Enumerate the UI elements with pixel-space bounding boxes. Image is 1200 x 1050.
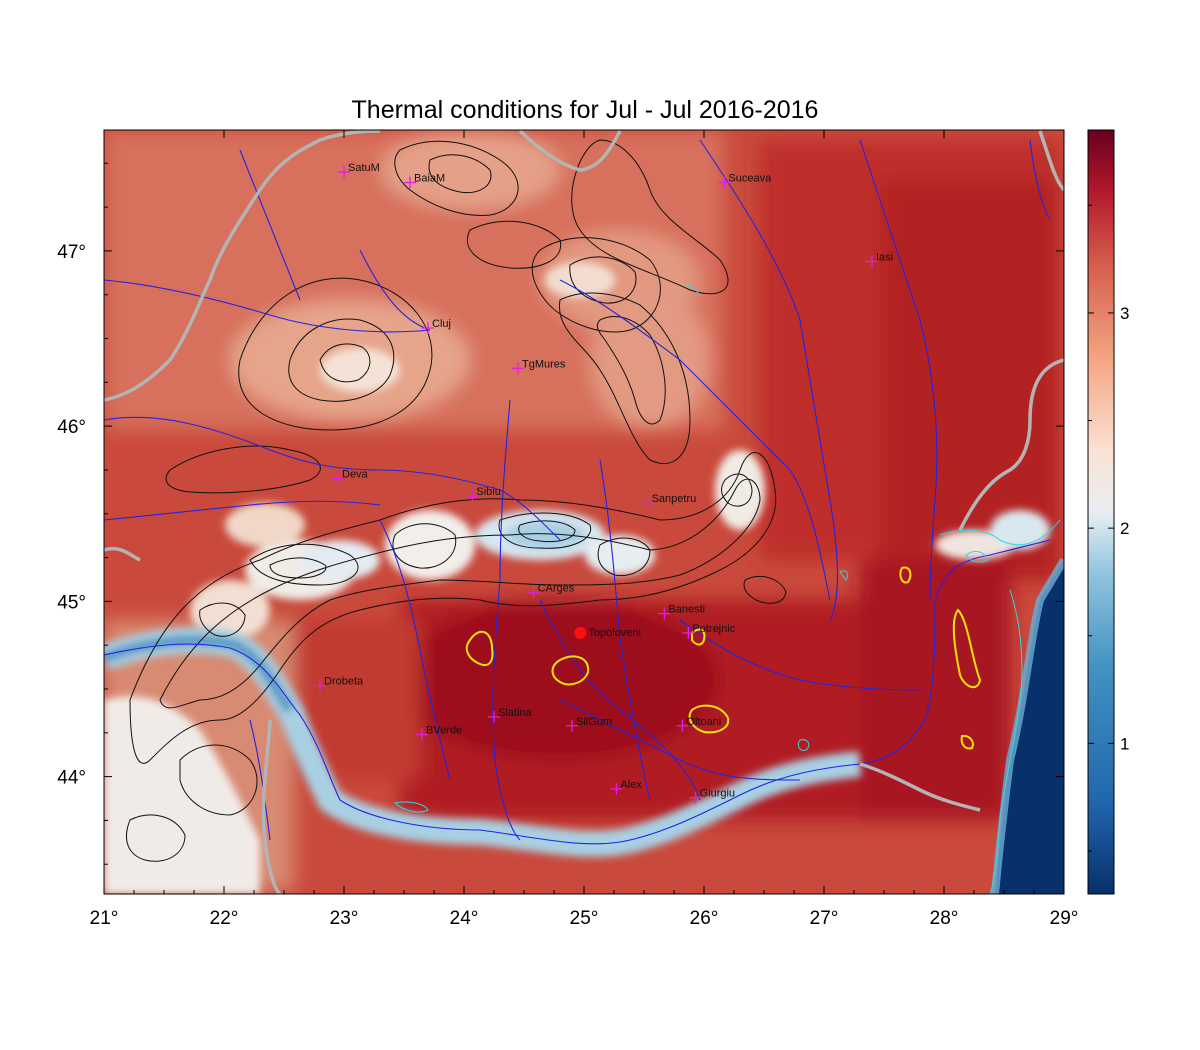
city-sibiu: Sibiu <box>466 486 501 503</box>
colorbar: 1 2 3 <box>1087 129 1129 895</box>
lat-tick-label: 45° <box>57 592 86 613</box>
highlight-dot <box>574 626 587 639</box>
city-label: Iasi <box>876 251 893 263</box>
lat-tick-label: 47° <box>57 242 86 263</box>
colorbar-gradient <box>1087 129 1115 895</box>
city-marker-icon <box>466 490 479 503</box>
mountain-cold-zone <box>190 262 765 640</box>
city-suceava: Suceava <box>718 173 772 189</box>
city-label: Suceava <box>728 173 772 185</box>
city-alex: Alex <box>610 779 642 795</box>
lon-tick-label: 26° <box>690 908 719 929</box>
city-markers: SatuM BaiaM Suceava Iasi Cluj TgMures Deva Sibi… <box>314 162 893 804</box>
city-carges: CArges <box>527 583 575 599</box>
city-label: Giurgiu <box>700 788 735 800</box>
city-marker-icon <box>610 782 623 795</box>
city-slatina: Slatina <box>488 707 533 724</box>
city-marker-icon <box>332 472 344 485</box>
city-label: Cluj <box>432 318 451 330</box>
city-iasi: Iasi <box>866 251 893 268</box>
city-marker-icon <box>488 711 500 724</box>
axis-ticks: 21° 22° 23° 24° 25° 26° 27° 28° 29° 44° 45° 46° 47° <box>57 130 1078 929</box>
city-bverde: BVerde <box>416 725 462 741</box>
city-potrejnic: Potrejnic <box>682 623 736 639</box>
hot-contours <box>465 566 982 750</box>
country-borders <box>104 130 1064 894</box>
lat-tick-label: 44° <box>57 768 86 789</box>
city-marker-icon <box>512 362 524 375</box>
highlight-label: Topoloveni <box>588 627 641 639</box>
city-oltoani: Oltoani <box>676 716 721 732</box>
colorbar-tick-label: 1 <box>1120 734 1129 753</box>
city-sanpetru: Sanpetru <box>641 493 697 510</box>
city-banesti: Banesti <box>658 604 705 620</box>
city-cluj: Cluj <box>422 318 451 335</box>
city-marker-icon <box>641 497 654 510</box>
thermal-map: SatuM BaiaM Suceava Iasi Cluj TgMures Deva Sibi… <box>104 130 1064 894</box>
lon-tick-label: 22° <box>210 908 239 929</box>
lon-tick-label: 27° <box>810 908 839 929</box>
colorbar-ticks: 1 2 3 <box>1088 204 1129 852</box>
city-drobeta: Drobeta <box>314 675 364 692</box>
city-label: Alex <box>620 779 642 791</box>
lon-tick-label: 25° <box>570 908 599 929</box>
city-label: BVerde <box>426 725 462 737</box>
city-satum: SatuM <box>338 162 380 179</box>
city-label: SilGum <box>576 716 612 728</box>
city-label: Sibiu <box>476 486 500 498</box>
city-marker-icon <box>404 176 416 189</box>
lat-tick-label: 46° <box>57 417 86 438</box>
lon-tick-label: 23° <box>330 908 359 929</box>
chart-title: Thermal conditions for Jul - Jul 2016-20… <box>352 96 819 124</box>
city-deva: Deva <box>332 469 369 485</box>
black-sea <box>995 560 1064 894</box>
city-baiam: BaiaM <box>404 173 445 189</box>
city-label: TgMures <box>522 358 566 370</box>
city-label: BaiaM <box>414 173 445 185</box>
lon-tick-label: 29° <box>1050 908 1079 929</box>
cold-contours <box>393 285 1061 894</box>
rivers <box>104 139 1051 845</box>
city-marker-icon <box>527 586 540 599</box>
lon-tick-label: 21° <box>90 908 119 929</box>
city-marker-icon <box>416 728 428 741</box>
city-tgmures: TgMures <box>512 358 566 375</box>
city-marker-icon <box>422 322 434 335</box>
city-silgum: SilGum <box>566 716 612 732</box>
city-marker-icon <box>718 176 731 189</box>
lon-tick-label: 24° <box>450 908 479 929</box>
city-label: Deva <box>342 469 369 481</box>
city-label: Oltoani <box>686 716 721 728</box>
city-marker-icon <box>866 255 878 268</box>
city-label: Sanpetru <box>652 493 697 505</box>
highlight-site: Topoloveni <box>574 626 641 639</box>
city-marker-icon <box>658 607 671 620</box>
city-marker-icon <box>676 719 689 732</box>
city-label: Banesti <box>668 604 705 616</box>
city-giurgiu: Giurgiu <box>689 788 735 804</box>
city-marker-icon <box>314 679 326 692</box>
city-marker-icon <box>689 791 702 804</box>
city-label: Slatina <box>498 707 533 719</box>
colorbar-tick-label: 2 <box>1120 519 1129 538</box>
city-label: CArges <box>538 583 575 595</box>
city-marker-icon <box>682 626 695 639</box>
colorbar-tick-label: 3 <box>1120 304 1129 323</box>
city-marker-icon <box>566 719 578 732</box>
city-label: Drobeta <box>324 675 364 687</box>
city-label: SatuM <box>348 162 380 174</box>
city-marker-icon <box>338 166 350 179</box>
lon-tick-label: 28° <box>930 908 959 929</box>
city-label: Potrejnic <box>692 623 735 635</box>
